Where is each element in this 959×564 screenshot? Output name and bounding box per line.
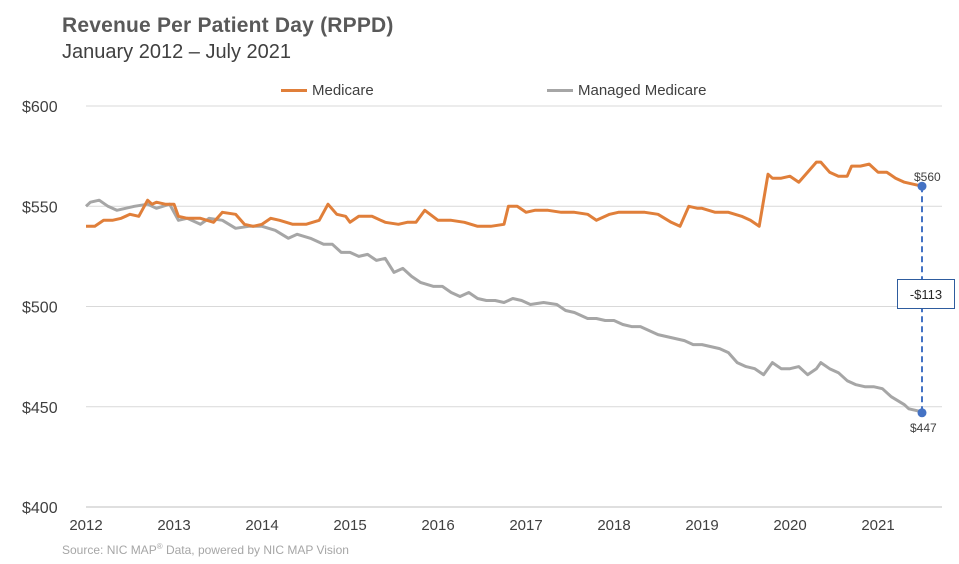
legend-swatch-medicare: [281, 89, 307, 92]
chart-subtitle: January 2012 – July 2021: [62, 41, 292, 63]
source-text-pre: Source: NIC MAP: [62, 543, 157, 557]
legend-label-medicare: Medicare: [312, 82, 374, 99]
end-label-medicare: $560: [914, 170, 941, 184]
legend-item-medicare: Medicare: [281, 82, 374, 99]
legend-label-managed-medicare: Managed Medicare: [578, 82, 707, 99]
source-text-post: Data, powered by NIC MAP Vision: [162, 543, 349, 557]
chart-title: Revenue Per Patient Day (RPPD): [62, 14, 394, 37]
end-point-medicare: [917, 181, 927, 191]
end-point-managed-medicare: [917, 408, 927, 418]
x-tick-label: 2019: [685, 517, 718, 534]
source-registered-mark: ®: [156, 542, 163, 551]
x-tick-label: 2020: [773, 517, 806, 534]
x-tick-label: 2021: [861, 517, 894, 534]
x-tick-label: 2016: [421, 517, 454, 534]
legend-item-managed-medicare: Managed Medicare: [547, 82, 706, 99]
end-label-managed-medicare: $447: [910, 421, 937, 435]
y-tick-label: $450: [22, 400, 58, 417]
x-tick-label: 2018: [597, 517, 630, 534]
series-line-medicare: [86, 160, 923, 228]
x-tick-label: 2013: [157, 517, 190, 534]
x-tick-label: 2012: [69, 517, 102, 534]
y-tick-label: $600: [22, 99, 58, 116]
y-tick-label: $500: [22, 300, 58, 317]
x-tick-label: 2014: [245, 517, 278, 534]
source-note: Source: NIC MAP® Data, powered by NIC MA…: [62, 542, 349, 557]
legend-swatch-managed-medicare: [547, 89, 573, 92]
series-line-managed-medicare: [84, 198, 923, 415]
y-tick-label: $400: [22, 500, 58, 517]
x-tick-label: 2017: [509, 517, 542, 534]
x-tick-label: 2015: [333, 517, 366, 534]
difference-label: -$113: [897, 279, 955, 309]
y-tick-label: $550: [22, 199, 58, 216]
